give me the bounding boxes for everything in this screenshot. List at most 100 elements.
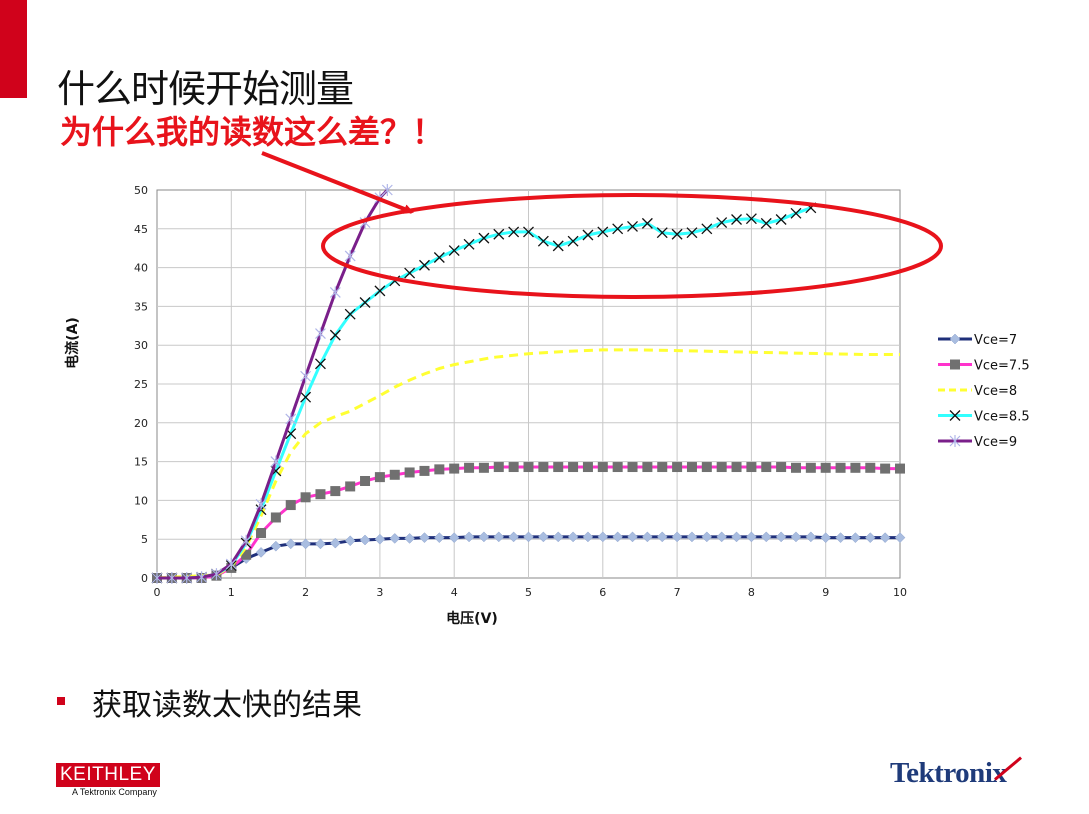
data-point [449,463,460,474]
y-tick-label: 45 [134,223,148,236]
data-point [537,235,549,247]
data-point [285,500,296,511]
data-point [433,252,445,263]
data-point [285,538,297,550]
data-point [508,531,519,543]
data-point [330,486,341,497]
data-point [285,412,297,425]
data-point [790,462,801,473]
data-point [493,228,505,240]
data-point [493,462,504,473]
data-point [419,465,430,476]
data-point [582,229,594,241]
data-point [731,214,742,225]
y-tick-label: 15 [134,456,148,469]
y-tick-label: 10 [134,494,148,507]
series-vce-9 [151,184,393,584]
data-point [760,217,772,229]
annotation-arrow [261,151,414,214]
data-point [568,462,579,473]
data-point [612,223,624,235]
data-point [329,537,341,549]
data-point [850,532,861,544]
series-vce-8 [156,348,900,580]
data-point [523,226,534,238]
data-point [949,410,961,421]
x-tick-label: 4 [451,586,458,599]
data-point [745,213,757,225]
data-point [225,558,237,571]
accent-bar [0,0,27,98]
bullet-text: 获取读数太快的结果 [92,688,362,723]
data-point [850,462,861,473]
data-point [434,464,445,475]
data-point [240,534,252,547]
data-point [775,531,787,543]
legend-item: Vce=9 [938,435,1017,450]
data-point [255,498,267,511]
data-point [419,532,430,544]
data-point [657,462,668,473]
data-point [775,214,787,225]
x-tick-label: 8 [748,586,755,599]
data-point [582,531,594,543]
series-vce-7 [151,531,906,584]
data-point [478,531,490,543]
data-point [627,221,638,232]
data-point [746,462,757,473]
x-tick-label: 0 [154,586,161,599]
data-point [181,572,193,584]
data-point [895,463,905,474]
data-point [656,531,668,543]
data-point [790,207,802,219]
data-point [894,532,906,544]
data-point [270,455,282,468]
data-point [359,297,371,308]
legend-item: Vce=8 [938,384,1017,399]
data-point [552,531,564,543]
data-point [835,532,846,544]
data-point [166,572,178,584]
data-point [820,462,831,473]
data-point [523,462,534,473]
legend-item: Vce=8.5 [938,410,1030,425]
data-point [270,540,282,552]
data-point [835,462,846,473]
legend-item: Vce=7.5 [938,359,1030,374]
x-axis-ticks: 0 1 2 3 4 5 6 7 8 9 10 [154,586,908,599]
data-point [865,462,876,473]
data-point [731,462,742,473]
data-point [582,462,593,473]
keithley-tagline: A Tektronix Company [72,787,157,797]
data-point [404,267,416,279]
data-point [612,531,624,543]
data-point [790,531,802,543]
legend-label: Vce=7.5 [974,359,1030,374]
data-point [196,571,208,584]
data-point [950,359,960,370]
highlight-ellipse [321,193,943,299]
bullet-marker [57,697,65,705]
data-point [448,532,460,544]
y-tick-label: 40 [134,262,148,275]
x-tick-label: 5 [525,586,532,599]
data-point [508,462,519,473]
data-point [716,217,728,229]
x-tick-label: 6 [599,586,606,599]
data-point [315,358,326,370]
x-axis-label: 电压(V) [446,610,498,627]
y-tick-label: 50 [134,184,148,197]
series-group [151,184,906,584]
data-point [389,533,401,544]
slide-title: 什么时候开始测量 [57,67,354,111]
data-point [627,462,638,473]
data-point [241,549,252,560]
tektronix-logo: Tektronix [890,757,1007,789]
data-point [805,462,816,473]
x-tick-label: 9 [822,586,829,599]
series-line [156,348,900,580]
legend-label: Vce=8.5 [974,410,1030,425]
x-tick-label: 2 [302,586,309,599]
x-tick-label: 10 [893,586,907,599]
